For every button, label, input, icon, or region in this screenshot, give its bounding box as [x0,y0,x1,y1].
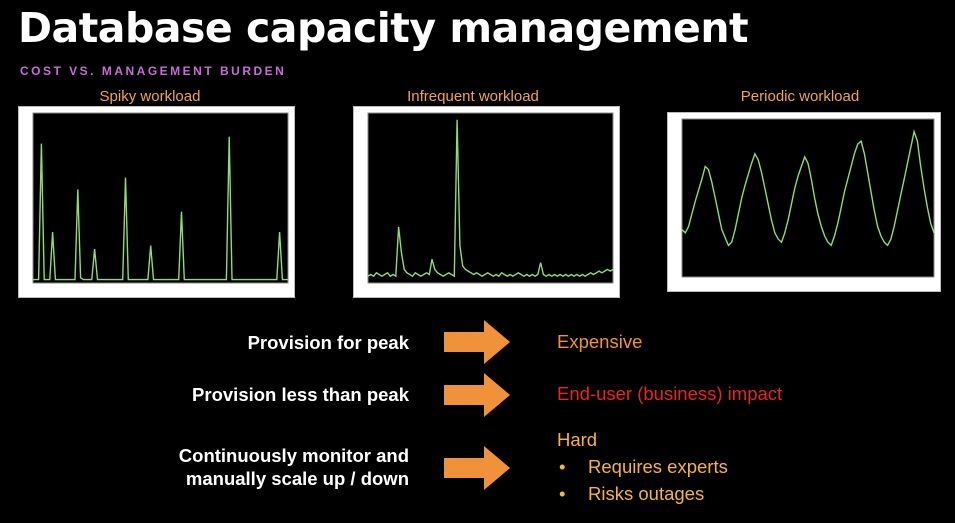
result-hard: Hard [557,429,598,450]
label-provision-less-than-peak: Provision less than peak [192,384,409,405]
chart-caption-spiky: Spiky workload [99,88,201,105]
chart-infrequent [353,106,620,298]
chart-caption-periodic: Periodic workload [740,88,860,105]
arrow-right-icon [444,446,510,490]
arrow-right-icon [444,373,510,417]
series-line [367,119,614,278]
arrow-right-icon [444,320,510,364]
label-monitor-line1: Continuously monitor and [178,445,409,466]
bullet-icon: • [559,456,566,477]
series-line [33,136,288,281]
chart-infrequent-svg [367,112,614,284]
series-line [681,128,935,247]
bullet-risks-outages: Risks outages [588,483,705,504]
plot-area [367,112,614,284]
chart-spiky [18,106,295,298]
result-expensive: Expensive [557,331,643,352]
plot-area [32,112,289,284]
slide-title: Database capacity management [18,4,749,52]
label-monitor-line2: manually scale up / down [185,468,409,489]
chart-periodic-svg [681,118,935,278]
label-provision-for-peak: Provision for peak [247,332,409,353]
plot-area [681,118,935,278]
chart-periodic [667,112,941,292]
bullet-requires-experts: Requires experts [588,456,728,477]
chart-spiky-svg [32,112,289,284]
slide-subtitle: COST VS. MANAGEMENT BURDEN [20,64,287,78]
bullet-icon: • [559,483,566,504]
chart-caption-infrequent: Infrequent workload [407,88,539,105]
result-end-user-impact: End-user (business) impact [557,383,783,404]
